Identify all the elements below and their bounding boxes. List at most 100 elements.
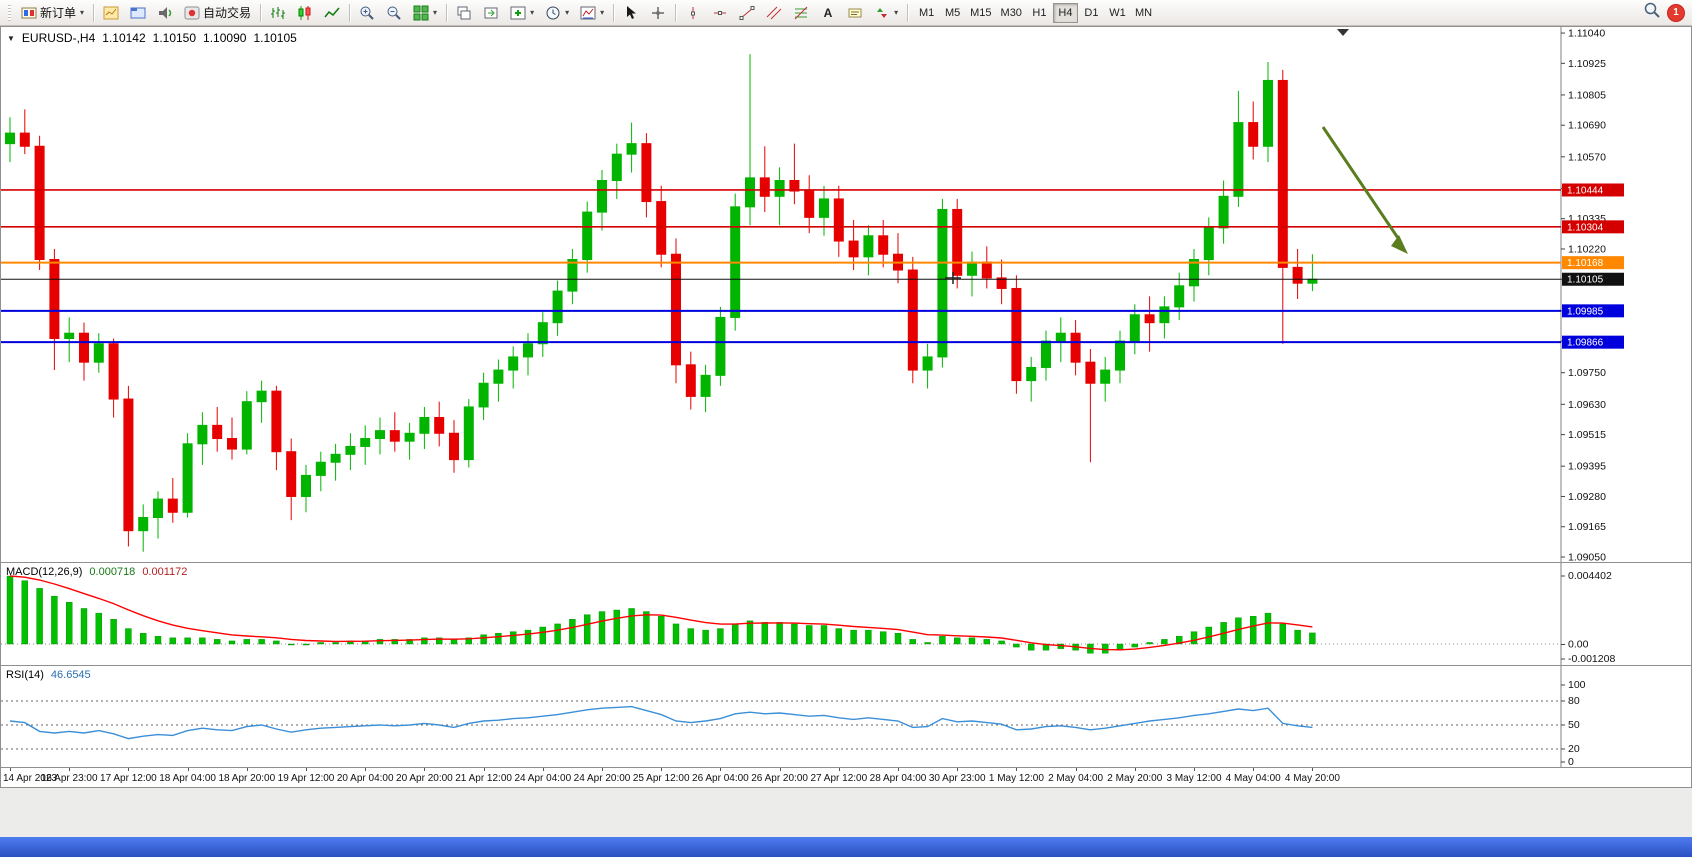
toolbar-separator bbox=[349, 3, 351, 22]
line-chart-button[interactable] bbox=[319, 2, 345, 24]
time-label: 2 May 04:00 bbox=[1048, 773, 1104, 784]
svg-text:1.09866: 1.09866 bbox=[1567, 338, 1604, 349]
time-tick bbox=[661, 768, 663, 771]
macd-axis-label: 0.004402 bbox=[1568, 570, 1612, 582]
rsi-value: 46.6545 bbox=[50, 669, 91, 681]
chart-high: 1.10150 bbox=[152, 31, 197, 45]
svg-text:1.10805: 1.10805 bbox=[1568, 89, 1606, 101]
zoom-out-button[interactable] bbox=[381, 2, 407, 24]
chart-close: 1.10105 bbox=[253, 31, 297, 45]
crosshair-button[interactable] bbox=[645, 2, 671, 24]
chart-window: 1.11040 1.10925 1.10805 1.10690 1.10570 1.104… bbox=[0, 26, 1692, 788]
svg-text:1.09395: 1.09395 bbox=[1568, 461, 1606, 473]
time-tick bbox=[779, 768, 781, 771]
new-chart-button[interactable] bbox=[98, 2, 124, 24]
svg-text:1.10570: 1.10570 bbox=[1568, 151, 1606, 163]
cross-marker[interactable] bbox=[945, 272, 961, 284]
track-chart-icon bbox=[483, 5, 499, 21]
arrows-icon bbox=[874, 5, 890, 21]
candlestick-chart-button[interactable] bbox=[292, 2, 318, 24]
chart-profiles-button[interactable] bbox=[125, 2, 151, 24]
svg-text:1.10925: 1.10925 bbox=[1568, 58, 1606, 70]
price-badge: 1.09866 bbox=[1562, 335, 1624, 349]
trendline-button[interactable] bbox=[734, 2, 760, 24]
timeframe-button-w1[interactable]: W1 bbox=[1105, 3, 1130, 23]
time-axis[interactable]: 14 Apr 2023 16 Apr 23:00 17 Apr 12:00 18 Ap… bbox=[1, 767, 1691, 787]
periods-button[interactable]: ▾ bbox=[540, 2, 574, 24]
tile-windows-button[interactable]: ▾ bbox=[408, 2, 442, 24]
time-label: 25 Apr 12:00 bbox=[632, 773, 690, 784]
svg-text:1.09515: 1.09515 bbox=[1568, 429, 1606, 441]
time-label: 1 May 12:00 bbox=[988, 773, 1044, 784]
time-tick bbox=[10, 768, 11, 771]
timeframe-button-d1[interactable]: D1 bbox=[1079, 3, 1104, 23]
price-axis[interactable]: 1.11040 1.10925 1.10805 1.10690 1.10570 1.104… bbox=[1561, 28, 1606, 562]
horizontal-line-button[interactable] bbox=[707, 2, 733, 24]
autotrading-icon bbox=[184, 5, 200, 21]
channel-icon bbox=[766, 5, 782, 21]
rsi-name: RSI(14) bbox=[6, 669, 44, 681]
cascade-windows-button[interactable] bbox=[451, 2, 477, 24]
toolbar-grip[interactable] bbox=[8, 4, 11, 21]
timeframe-button-m30[interactable]: M30 bbox=[997, 3, 1026, 23]
bar-chart-button[interactable] bbox=[265, 2, 291, 24]
new-order-button[interactable]: 新订单 ▾ bbox=[16, 2, 89, 24]
time-tick bbox=[542, 768, 544, 771]
templates-button[interactable]: ▾ bbox=[575, 2, 609, 24]
timeframe-button-h4[interactable]: H4 bbox=[1052, 2, 1078, 23]
time-label: 26 Apr 20:00 bbox=[751, 773, 808, 784]
time-label: 21 Apr 12:00 bbox=[455, 773, 512, 784]
rsi-panel[interactable]: 100 80 50 20 0 RSI(14) 46.6545 bbox=[1, 665, 1691, 767]
tile-windows-icon bbox=[413, 5, 429, 21]
text-label-button[interactable] bbox=[842, 2, 868, 24]
main-chart-panel[interactable]: 1.11040 1.10925 1.10805 1.10690 1.10570 1.104… bbox=[1, 27, 1691, 562]
cursor-button[interactable] bbox=[618, 2, 644, 24]
macd-axis-label: -0.001208 bbox=[1568, 653, 1615, 665]
macd-value-signal: 0.001172 bbox=[142, 566, 188, 578]
time-label: 4 May 04:00 bbox=[1225, 773, 1281, 784]
chart-profiles-icon bbox=[130, 5, 146, 21]
svg-text:1.10105: 1.10105 bbox=[1567, 275, 1604, 286]
new-order-label: 新订单 bbox=[40, 6, 77, 20]
zoom-in-button[interactable] bbox=[354, 2, 380, 24]
time-tick bbox=[365, 768, 367, 771]
rsi-axis-label: 50 bbox=[1568, 719, 1580, 731]
symbol-dropdown-icon[interactable]: ▼ bbox=[7, 33, 15, 43]
track-chart-button[interactable] bbox=[478, 2, 504, 24]
search-icon[interactable] bbox=[1643, 1, 1661, 24]
timeframe-button-m5[interactable]: M5 bbox=[940, 3, 965, 23]
text-button[interactable]: A bbox=[815, 2, 841, 24]
toolbar: 新订单 ▾ 自动交易 ▾ bbox=[0, 0, 1692, 26]
sounds-button[interactable] bbox=[152, 2, 178, 24]
chevron-down-icon: ▾ bbox=[433, 8, 438, 17]
timeframe-button-m1[interactable]: M1 bbox=[914, 3, 939, 23]
time-tick bbox=[898, 768, 899, 771]
toolbar-separator bbox=[93, 3, 95, 22]
new-chart-icon bbox=[103, 5, 119, 21]
timeframe-button-mn[interactable]: MN bbox=[1131, 3, 1156, 23]
trend-arrow[interactable] bbox=[1321, 126, 1408, 254]
candlestick-chart-icon bbox=[297, 5, 313, 21]
channel-button[interactable] bbox=[761, 2, 787, 24]
autotrading-button[interactable]: 自动交易 bbox=[179, 2, 256, 24]
chart-shift-marker[interactable] bbox=[1337, 29, 1349, 36]
macd-panel[interactable]: 0.004402 0.00 -0.001208 MACD(12,26,9) 0.00… bbox=[1, 562, 1691, 665]
time-label: 24 Apr 20:00 bbox=[573, 773, 631, 784]
time-tick bbox=[306, 768, 307, 771]
chevron-down-icon: ▾ bbox=[894, 8, 899, 17]
arrows-button[interactable]: ▾ bbox=[869, 2, 903, 24]
candlesticks bbox=[5, 54, 1318, 552]
time-tick bbox=[1253, 768, 1255, 771]
time-tick bbox=[1075, 768, 1077, 771]
chart-low: 1.10090 bbox=[203, 31, 247, 45]
vertical-line-button[interactable] bbox=[680, 2, 706, 24]
indicators-button[interactable]: ▾ bbox=[505, 2, 539, 24]
bar-chart-icon bbox=[270, 5, 286, 21]
fibonacci-button[interactable] bbox=[788, 2, 814, 24]
time-label: 16 Apr 23:00 bbox=[40, 773, 98, 784]
chevron-down-icon: ▾ bbox=[80, 8, 85, 17]
notification-badge[interactable]: 1 bbox=[1668, 4, 1684, 21]
timeframe-button-m15[interactable]: M15 bbox=[966, 3, 995, 23]
timeframe-button-h1[interactable]: H1 bbox=[1027, 3, 1052, 23]
rsi-axis-label: 100 bbox=[1568, 679, 1586, 691]
